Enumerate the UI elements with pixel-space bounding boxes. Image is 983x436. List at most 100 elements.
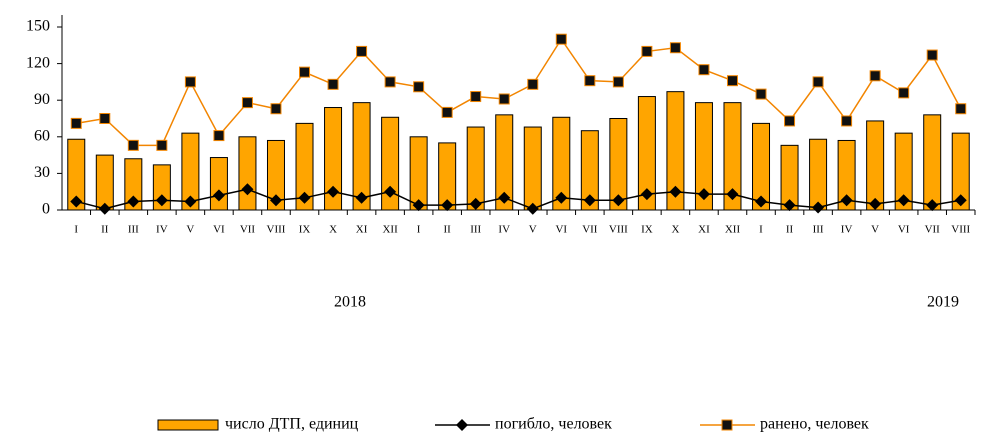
point: [384, 76, 396, 88]
point: [869, 197, 882, 210]
x-tick-label: I: [417, 224, 421, 236]
bar: [381, 116, 400, 211]
point: [812, 76, 824, 88]
x-tick-label: IV: [156, 224, 168, 236]
point: [470, 91, 482, 103]
bar: [124, 158, 143, 211]
legend-swatch: [157, 419, 219, 431]
bar: [95, 154, 114, 211]
x-tick-label: XI: [698, 224, 710, 236]
x-tick-label: IX: [299, 224, 311, 236]
point: [70, 195, 83, 208]
point: [669, 42, 681, 54]
point: [898, 87, 910, 99]
point: [583, 194, 596, 207]
x-tick-label: I: [74, 224, 78, 236]
bar: [238, 136, 257, 211]
bar: [951, 132, 970, 211]
bar: [409, 136, 428, 211]
bar: [666, 91, 685, 211]
point: [955, 103, 967, 115]
year-label: 2018: [334, 294, 366, 311]
x-tick-label: VII: [240, 224, 256, 236]
point: [526, 202, 539, 215]
x-tick-label: XII: [725, 224, 741, 236]
bar: [495, 114, 514, 211]
point: [270, 103, 282, 115]
point: [612, 76, 624, 88]
point: [99, 113, 111, 124]
x-tick-label: III: [470, 224, 481, 236]
point: [156, 139, 168, 151]
bar: [694, 102, 713, 211]
point: [298, 191, 311, 204]
point: [269, 194, 282, 207]
point: [327, 78, 339, 90]
x-tick-label: III: [128, 224, 139, 236]
x-tick-label: XI: [356, 224, 368, 236]
point: [498, 191, 511, 204]
point: [356, 45, 368, 57]
bar: [866, 120, 885, 211]
bar: [266, 139, 285, 211]
x-tick-label: II: [786, 224, 794, 236]
bar: [637, 96, 656, 211]
point: [555, 191, 568, 204]
point: [527, 78, 539, 90]
point: [697, 188, 710, 201]
legend-label: погибло, человек: [495, 416, 612, 433]
point: [584, 75, 596, 87]
point: [241, 183, 254, 196]
x-tick-label: V: [871, 224, 879, 236]
x-tick-label: VIII: [951, 224, 970, 236]
year-label: 2019: [927, 294, 959, 311]
x-tick-label: IV: [841, 224, 853, 236]
x-tick-label: V: [186, 224, 194, 236]
bar: [523, 126, 542, 211]
point: [897, 194, 910, 207]
point: [413, 81, 425, 93]
y-tick-label: 30: [34, 164, 50, 181]
point: [441, 106, 453, 118]
legend-marker: [721, 419, 733, 431]
y-tick-label: 90: [34, 91, 50, 108]
x-tick-label: V: [529, 224, 537, 236]
point: [755, 195, 768, 208]
point: [641, 45, 653, 57]
point: [926, 49, 938, 61]
point: [783, 199, 796, 212]
point: [812, 201, 825, 214]
bar: [752, 122, 771, 211]
bar: [181, 132, 200, 211]
point: [555, 33, 567, 45]
x-tick-label: VIII: [609, 224, 628, 236]
point: [840, 194, 853, 207]
point: [155, 194, 168, 207]
bar: [67, 138, 86, 211]
point: [841, 115, 853, 127]
point: [355, 191, 368, 204]
point: [726, 188, 739, 201]
point: [640, 188, 653, 201]
point: [98, 202, 111, 215]
bar: [209, 157, 228, 211]
point: [926, 199, 939, 212]
x-tick-label: VII: [582, 224, 598, 236]
bar: [609, 118, 628, 211]
point: [698, 64, 710, 76]
x-tick-label: III: [813, 224, 824, 236]
x-tick-label: VI: [213, 224, 225, 236]
bar: [894, 132, 913, 211]
bar: [837, 139, 856, 211]
y-tick-label: 120: [26, 54, 50, 71]
y-tick-label: 60: [34, 127, 50, 144]
point: [127, 195, 140, 208]
point: [784, 115, 796, 127]
bar: [552, 116, 571, 211]
point: [299, 66, 311, 78]
bar: [295, 122, 314, 211]
x-tick-label: X: [329, 224, 337, 236]
legend-label: число ДТП, единиц: [225, 416, 359, 433]
point: [612, 194, 625, 207]
